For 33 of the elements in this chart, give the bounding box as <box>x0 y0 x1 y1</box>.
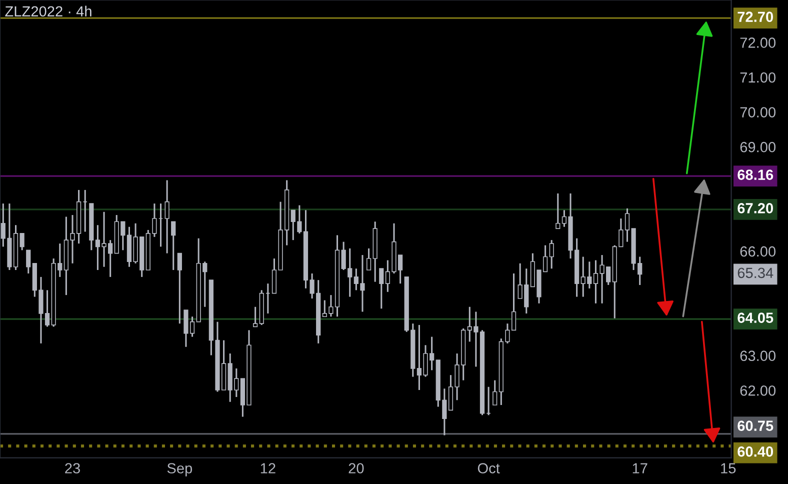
candlestick <box>177 252 182 324</box>
x-tick-label: 15 <box>721 463 736 474</box>
x-tick-label: Sep <box>167 463 192 476</box>
ref-line-label: 67.20 <box>738 203 774 214</box>
y-tick-label: 72.00 <box>740 38 776 48</box>
ref-line-label: 60.40 <box>738 446 774 457</box>
ref-line-label: 72.70 <box>738 12 774 22</box>
annotation: 65.34 <box>738 268 774 278</box>
candlestick <box>556 192 560 230</box>
candlestick <box>379 268 384 310</box>
x-tick-label: Oct <box>478 463 500 474</box>
y-tick-label: 71.00 <box>740 72 776 83</box>
candlestick <box>164 179 170 254</box>
candlestick <box>366 248 372 271</box>
candlestick <box>26 249 31 274</box>
x-tick-label: 17 <box>632 463 648 474</box>
y-tick-label: 62.00 <box>740 385 776 396</box>
x-tick-label: 20 <box>348 463 364 474</box>
ref-line-label: 68.16 <box>738 170 774 180</box>
ref-line-label: 64.05 <box>738 312 774 323</box>
ref-line-label: 60.75 <box>738 420 774 431</box>
y-tick-label: 66.00 <box>740 246 776 257</box>
candlestick <box>171 220 176 271</box>
y-tick-label: 70.00 <box>740 107 776 118</box>
chart-title: ZLZ2022 · 4h <box>5 6 92 17</box>
candlestick <box>492 380 498 406</box>
candlestick <box>253 306 258 328</box>
candlestick <box>549 239 554 270</box>
x-tick-label: 12 <box>260 463 276 474</box>
candlestick <box>20 232 24 251</box>
x-tick-label: 23 <box>65 463 80 474</box>
y-tick-label: 69.00 <box>740 142 776 152</box>
y-tick-label: 63.00 <box>740 350 776 362</box>
